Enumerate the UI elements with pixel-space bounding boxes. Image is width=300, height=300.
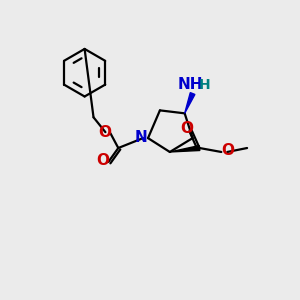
Text: O: O (221, 143, 234, 158)
Text: O: O (180, 121, 193, 136)
Text: O: O (96, 153, 109, 168)
Polygon shape (185, 93, 195, 113)
Polygon shape (170, 146, 200, 152)
Text: O: O (98, 125, 111, 140)
Text: N: N (135, 130, 148, 145)
Text: NH: NH (178, 77, 203, 92)
Text: H: H (199, 78, 210, 92)
